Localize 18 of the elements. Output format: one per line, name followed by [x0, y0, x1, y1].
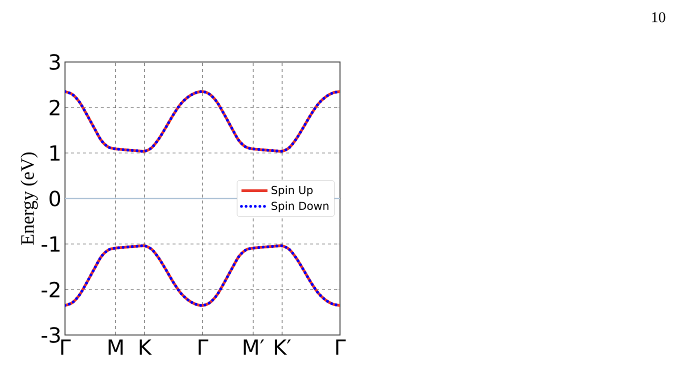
y-tick-label: -3 — [42, 327, 60, 343]
x-tick-label: Γ — [198, 340, 208, 355]
legend-label: Spin Down — [272, 201, 328, 212]
y-axis-title: Energy (eV) — [20, 152, 38, 245]
x-tick-label: Γ — [336, 340, 346, 355]
y-tick-label: 3 — [50, 54, 60, 70]
x-tick-label: K′ — [274, 340, 291, 355]
text: 10 — [652, 12, 666, 22]
x-tick-label: Γ — [61, 340, 71, 355]
x-tick-label: M′ — [244, 340, 264, 355]
x-tick-label: M — [108, 340, 123, 355]
x-tick-label: K — [140, 340, 152, 355]
y-tick-label: 2 — [50, 100, 60, 116]
y-tick-label: 1 — [50, 145, 60, 161]
y-tick-label: 0 — [50, 190, 60, 206]
y-tick-label: -1 — [42, 236, 60, 252]
y-tick-label: -2 — [42, 282, 60, 298]
legend-label: Spin Up — [272, 186, 313, 196]
